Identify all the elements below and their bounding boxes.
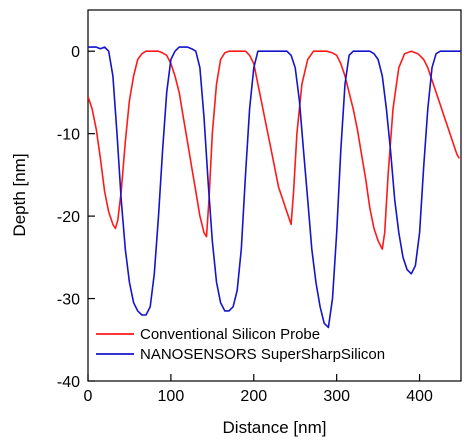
y-tick-label: 0 [71, 44, 80, 61]
y-tick-label: -20 [57, 209, 80, 226]
y-tick-label: -10 [57, 127, 80, 144]
y-axis-title: Depth [nm] [10, 153, 29, 236]
legend-label-1: Conventional Silicon Probe [140, 326, 320, 343]
series-group [88, 46, 461, 329]
x-tick-label: 100 [158, 388, 185, 405]
ticks: 0 100 200 300 400 0 -10 -20 -30 -40 [57, 44, 433, 405]
y-tick-label: -30 [57, 292, 80, 309]
x-tick-label: 400 [406, 388, 433, 405]
series-line-1 [88, 50, 460, 250]
y-tick-label: -40 [57, 374, 80, 391]
legend-label-2: NANOSENSORS SuperSharpSilicon [140, 346, 385, 363]
legend: Conventional Silicon Probe NANOSENSORS Su… [96, 326, 385, 363]
x-tick-label: 300 [323, 388, 350, 405]
series-line-2 [88, 46, 461, 329]
x-axis-title: Distance [nm] [223, 418, 327, 437]
x-tick-label: 0 [84, 388, 93, 405]
x-tick-label: 200 [240, 388, 267, 405]
plot-frame [87, 9, 462, 382]
